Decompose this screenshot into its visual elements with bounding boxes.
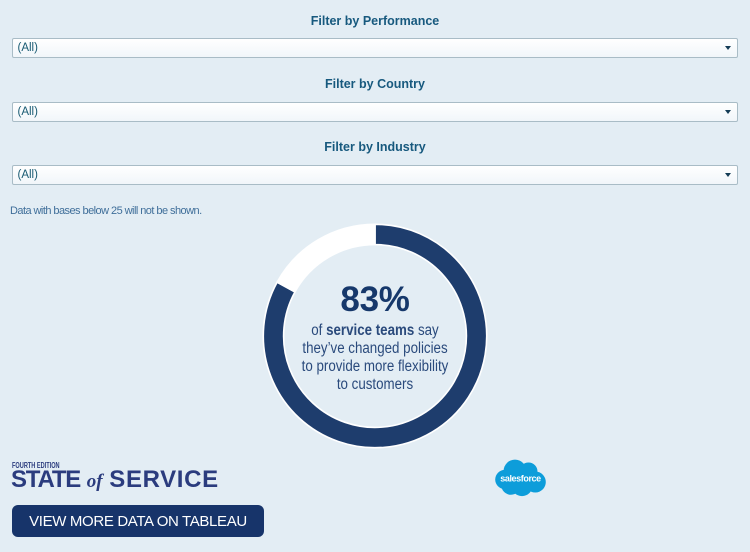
svg-text:salesforce: salesforce: [500, 473, 541, 483]
